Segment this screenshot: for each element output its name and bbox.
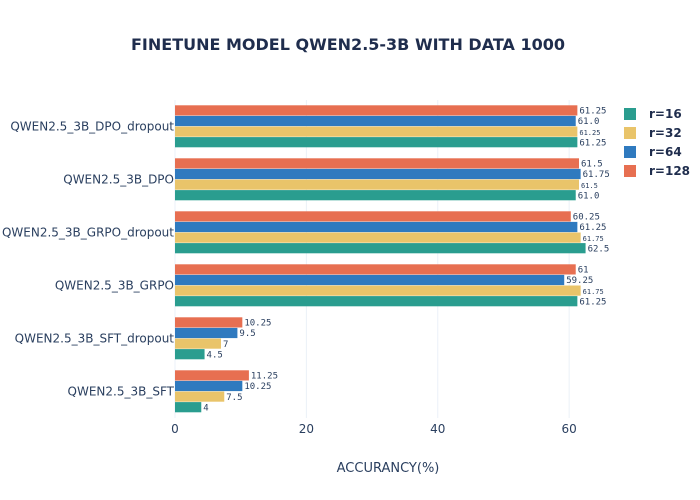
x-axis-tick-labels: 0 20 40 60: [171, 422, 577, 436]
bar: [175, 264, 576, 275]
legend-label: r=128: [649, 164, 690, 178]
y-axis-tick-labels: QWEN2.5_3B_DPO_dropout QWEN2.5_3B_DPO QWEN…: [2, 120, 175, 399]
bar: [175, 179, 580, 190]
bar-data-label: 61.25: [579, 107, 606, 117]
y-tick-label: QWEN2.5_3B_SFT: [68, 385, 175, 399]
y-tick-label: QWEN2.5_3B_GRPO: [55, 279, 174, 293]
legend-label: r=32: [649, 126, 682, 140]
bar: [175, 391, 225, 402]
bar: [175, 349, 205, 360]
bar: [175, 232, 581, 243]
legend-label: r=64: [649, 145, 682, 159]
legend-swatch: [624, 127, 636, 139]
bar-data-label: 61.25: [579, 138, 606, 148]
bar: [175, 126, 578, 137]
grid-lines: [174, 100, 570, 418]
chart-title: FINETUNE MODEL QWEN2.5-3B WITH DATA 1000: [131, 35, 565, 54]
legend-label: r=16: [649, 107, 682, 121]
bar-data-label: 61.25: [579, 129, 600, 137]
bar: [175, 190, 576, 201]
y-tick-label: QWEN2.5_3B_DPO_dropout: [10, 120, 174, 134]
bar: [175, 285, 581, 296]
bars-group: [175, 105, 586, 413]
bar-data-label: 61.25: [579, 297, 606, 307]
bar: [175, 221, 578, 233]
bar-data-label: 10.25: [244, 382, 271, 392]
bar-data-label: 61.75: [583, 288, 604, 296]
data-labels-group: 61.2561.2561.061.2561.061.561.7561.562.5…: [203, 107, 609, 414]
bar: [175, 168, 581, 180]
bar: [175, 370, 249, 381]
bar: [175, 137, 578, 148]
bar-data-label: 61.0: [578, 191, 600, 201]
bar-data-label: 61.5: [581, 160, 603, 170]
bar-data-label: 61.0: [578, 117, 600, 127]
bar: [175, 402, 202, 413]
x-tick-label: 20: [299, 422, 314, 436]
bar-data-label: 4: [203, 403, 208, 413]
bar-data-label: 11.25: [251, 372, 278, 382]
bar-data-label: 61.75: [583, 235, 604, 243]
bar: [175, 327, 238, 339]
bar-data-label: 62.5: [588, 244, 610, 254]
legend-swatch: [624, 146, 636, 158]
y-tick-label: QWEN2.5_3B_SFT_dropout: [15, 332, 175, 346]
x-tick-label: 0: [171, 422, 179, 436]
y-tick-label: QWEN2.5_3B_GRPO_dropout: [2, 226, 174, 240]
y-tick-label: QWEN2.5_3B_DPO: [63, 173, 174, 187]
bar-data-label: 7: [223, 340, 228, 350]
x-tick-label: 40: [430, 422, 445, 436]
legend-swatch: [624, 108, 636, 120]
x-axis-label: ACCURANCY(%): [337, 461, 440, 476]
x-tick-label: 60: [562, 422, 577, 436]
bar-data-label: 61.25: [579, 223, 606, 233]
legend: r=16 r=32 r=64 r=128: [624, 107, 690, 178]
bar: [175, 105, 578, 116]
bar-data-label: 61.5: [581, 182, 598, 190]
bar: [175, 274, 565, 286]
bar-data-label: 4.5: [207, 350, 223, 360]
bar: [175, 243, 586, 254]
bar-data-label: 60.25: [573, 213, 600, 223]
bar-data-label: 61.75: [583, 170, 610, 180]
bar-data-label: 10.25: [244, 319, 271, 329]
bar-data-label: 59.25: [566, 276, 593, 286]
bar: [175, 338, 221, 349]
bar-data-label: 7.5: [226, 393, 242, 403]
bar: [175, 317, 243, 328]
bar: [175, 296, 578, 307]
bar: [175, 158, 580, 169]
bar-data-label: 61: [578, 266, 589, 276]
bar: [175, 115, 576, 127]
bar: [175, 211, 571, 222]
bar: [175, 380, 243, 392]
legend-swatch: [624, 165, 636, 177]
bar-data-label: 9.5: [239, 329, 255, 339]
